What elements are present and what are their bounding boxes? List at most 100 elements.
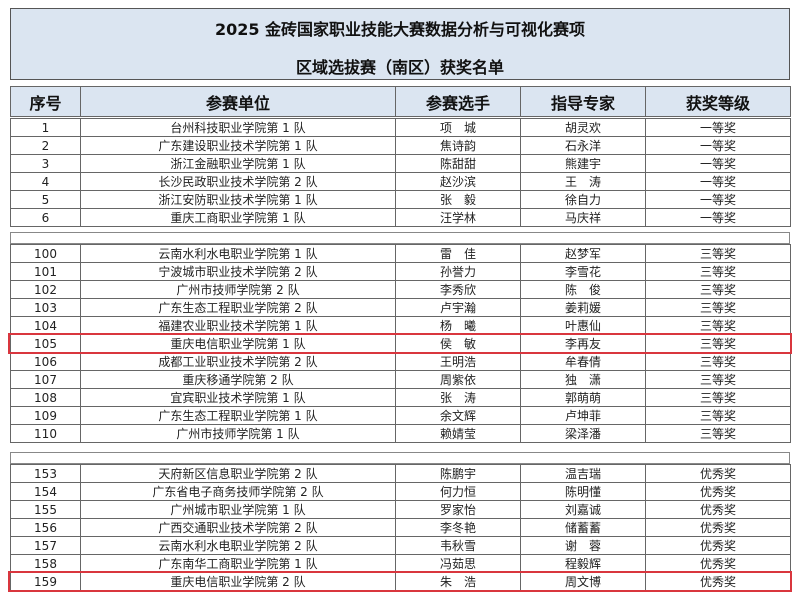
seq-cell: 1	[10, 118, 81, 137]
award-cell: 三等奖	[645, 280, 791, 299]
award-cell: 一等奖	[645, 154, 791, 173]
player-cell: 焦诗韵	[395, 136, 521, 155]
seq-cell: 100	[10, 244, 81, 263]
player-cell: 张 毅	[395, 190, 521, 209]
player-cell: 何力恒	[395, 482, 521, 501]
unit-cell: 云南水利水电职业学院第 2 队	[80, 536, 396, 555]
column-header: 指导专家	[520, 86, 646, 117]
expert-cell: 胡灵欢	[520, 118, 646, 137]
unit-cell: 浙江金融职业学院第 1 队	[80, 154, 396, 173]
unit-cell: 成都工业职业技术学院第 2 队	[80, 352, 396, 371]
award-cell: 三等奖	[645, 406, 791, 425]
column-header: 序号	[10, 86, 81, 117]
title: 2025 金砖国家职业技能大赛数据分析与可视化赛项	[214, 20, 586, 39]
expert-cell: 梁泽潘	[520, 424, 646, 443]
award-cell: 优秀奖	[645, 500, 791, 519]
player-cell: 陈甜甜	[395, 154, 521, 173]
seq-cell: 154	[10, 482, 81, 501]
unit-cell: 浙江安防职业技术学院第 1 队	[80, 190, 396, 209]
unit-cell: 重庆移通学院第 2 队	[80, 370, 396, 389]
unit-cell: 长沙民政职业技术学院第 2 队	[80, 172, 396, 191]
award-cell: 一等奖	[645, 118, 791, 137]
unit-cell: 宜宾职业技术学院第 1 队	[80, 388, 396, 407]
expert-cell: 姜莉媛	[520, 298, 646, 317]
unit-cell: 广东生态工程职业学院第 1 队	[80, 406, 396, 425]
unit-cell: 台州科技职业学院第 1 队	[80, 118, 396, 137]
unit-cell: 广州城市职业学院第 1 队	[80, 500, 396, 519]
expert-cell: 熊建宇	[520, 154, 646, 173]
seq-cell: 157	[10, 536, 81, 555]
unit-cell: 广州市技师学院第 2 队	[80, 280, 396, 299]
player-cell: 李冬艳	[395, 518, 521, 537]
player-cell: 余文辉	[395, 406, 521, 425]
player-cell: 陈鹏宇	[395, 464, 521, 483]
award-cell: 一等奖	[645, 208, 791, 227]
award-cell: 三等奖	[645, 352, 791, 371]
expert-cell: 赵梦军	[520, 244, 646, 263]
expert-cell: 温吉瑞	[520, 464, 646, 483]
seq-cell: 5	[10, 190, 81, 209]
seq-cell: 156	[10, 518, 81, 537]
row-gap	[10, 232, 790, 244]
seq-cell: 3	[10, 154, 81, 173]
seq-cell: 155	[10, 500, 81, 519]
player-cell: 项 城	[395, 118, 521, 137]
player-cell: 孙誉力	[395, 262, 521, 281]
expert-cell: 石永洋	[520, 136, 646, 155]
seq-cell: 107	[10, 370, 81, 389]
award-cell: 一等奖	[645, 136, 791, 155]
expert-cell: 李雪花	[520, 262, 646, 281]
player-cell: 王明浩	[395, 352, 521, 371]
unit-cell: 广东生态工程职业学院第 2 队	[80, 298, 396, 317]
award-cell: 优秀奖	[645, 536, 791, 555]
seq-cell: 2	[10, 136, 81, 155]
unit-cell: 广州市技师学院第 1 队	[80, 424, 396, 443]
seq-cell: 103	[10, 298, 81, 317]
seq-cell: 6	[10, 208, 81, 227]
award-cell: 一等奖	[645, 190, 791, 209]
expert-cell: 独 潇	[520, 370, 646, 389]
unit-cell: 天府新区信息职业学院第 2 队	[80, 464, 396, 483]
unit-cell: 广西交通职业技术学院第 2 队	[80, 518, 396, 537]
row-gap	[10, 452, 790, 464]
award-cell: 三等奖	[645, 262, 791, 281]
expert-cell: 马庆祥	[520, 208, 646, 227]
expert-cell: 徐自力	[520, 190, 646, 209]
expert-cell: 谢 蓉	[520, 536, 646, 555]
expert-cell: 郭萌萌	[520, 388, 646, 407]
award-cell: 三等奖	[645, 298, 791, 317]
player-cell: 罗家怡	[395, 500, 521, 519]
award-cell: 三等奖	[645, 424, 791, 443]
seq-cell: 106	[10, 352, 81, 371]
highlight-box	[8, 333, 792, 354]
title-band	[10, 8, 790, 80]
seq-cell: 108	[10, 388, 81, 407]
unit-cell: 云南水利水电职业学院第 1 队	[80, 244, 396, 263]
seq-cell: 4	[10, 172, 81, 191]
expert-cell: 牟春倩	[520, 352, 646, 371]
award-cell: 一等奖	[645, 172, 791, 191]
unit-cell: 宁波城市职业技术学院第 2 队	[80, 262, 396, 281]
player-cell: 汪学林	[395, 208, 521, 227]
award-cell: 优秀奖	[645, 464, 791, 483]
player-cell: 韦秋雪	[395, 536, 521, 555]
unit-cell: 广东建设职业技术学院第 1 队	[80, 136, 396, 155]
seq-cell: 153	[10, 464, 81, 483]
player-cell: 雷 佳	[395, 244, 521, 263]
expert-cell: 陈明懂	[520, 482, 646, 501]
award-cell: 优秀奖	[645, 518, 791, 537]
unit-cell: 重庆工商职业学院第 1 队	[80, 208, 396, 227]
column-header: 参赛单位	[80, 86, 396, 117]
expert-cell: 卢坤菲	[520, 406, 646, 425]
seq-cell: 109	[10, 406, 81, 425]
player-cell: 赵沙滨	[395, 172, 521, 191]
seq-cell: 102	[10, 280, 81, 299]
award-cell: 三等奖	[645, 388, 791, 407]
column-header: 参赛选手	[395, 86, 521, 117]
award-cell: 三等奖	[645, 244, 791, 263]
expert-cell: 陈 俊	[520, 280, 646, 299]
highlight-box	[8, 571, 792, 592]
player-cell: 张 涛	[395, 388, 521, 407]
column-header: 获奖等级	[645, 86, 791, 117]
